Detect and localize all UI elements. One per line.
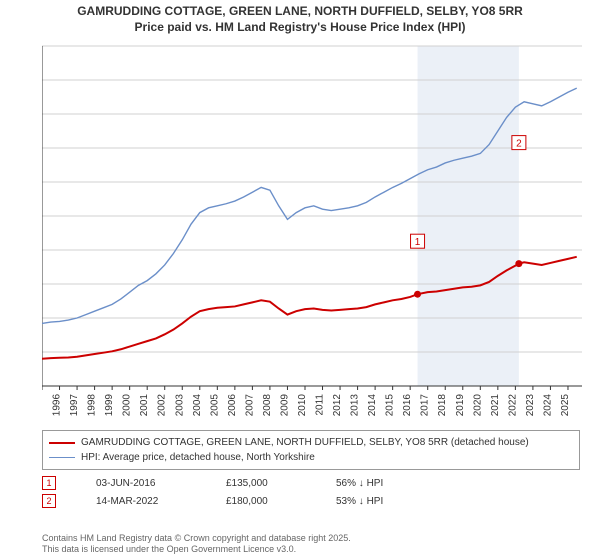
marker-badge-label-1: 1	[415, 237, 421, 248]
x-tick-label: 1997	[69, 394, 80, 417]
x-tick-label: 1999	[104, 394, 115, 417]
x-tick-label: 2012	[332, 394, 343, 417]
marker-table-date: 14-MAR-2022	[96, 496, 186, 507]
marker-point-1	[414, 291, 421, 298]
x-tick-label: 2000	[122, 394, 133, 417]
x-tick-label: 2019	[455, 394, 466, 417]
x-tick-label: 2006	[227, 394, 238, 417]
x-tick-label: 2024	[542, 394, 553, 417]
x-tick-label: 2021	[490, 394, 501, 417]
footnote: Contains HM Land Registry data © Crown c…	[42, 533, 351, 556]
chart-container: GAMRUDDING COTTAGE, GREEN LANE, NORTH DU…	[0, 0, 600, 560]
x-tick-label: 2011	[315, 394, 326, 416]
marker-table-pct: 56% ↓ HPI	[336, 478, 426, 489]
x-tick-label: 1998	[87, 394, 98, 417]
x-tick-label: 2007	[244, 394, 255, 417]
marker-table: 1 03-JUN-2016 £135,000 56% ↓ HPI 2 14-MAR-202…	[42, 472, 580, 508]
footnote-line-2: This data is licensed under the Open Gov…	[42, 544, 351, 556]
legend-label: GAMRUDDING COTTAGE, GREEN LANE, NORTH DU…	[81, 435, 529, 450]
x-tick-label: 2025	[560, 394, 571, 417]
marker-table-badge: 1	[42, 476, 56, 490]
marker-table-badge: 2	[42, 494, 56, 508]
x-tick-label: 2001	[139, 394, 150, 417]
x-tick-label: 2002	[157, 394, 168, 417]
x-tick-label: 2017	[420, 394, 431, 417]
marker-table-row: 1 03-JUN-2016 £135,000 56% ↓ HPI	[42, 476, 580, 490]
chart-area: £0£50K£100K£150K£200K£250K£300K£350K£400…	[42, 42, 588, 422]
legend-label: HPI: Average price, detached house, Nort…	[81, 450, 315, 465]
x-tick-label: 2013	[350, 394, 361, 417]
x-tick-label: 2008	[262, 394, 273, 417]
x-tick-label: 2016	[402, 394, 413, 417]
marker-table-date: 03-JUN-2016	[96, 478, 186, 489]
legend-swatch	[49, 442, 75, 444]
marker-table-price: £180,000	[226, 496, 296, 507]
marker-table-row: 2 14-MAR-2022 £180,000 53% ↓ HPI	[42, 494, 580, 508]
x-tick-label: 1995	[42, 394, 45, 417]
x-tick-label: 2003	[174, 394, 185, 417]
x-tick-label: 2009	[279, 394, 290, 417]
x-tick-label: 2018	[437, 394, 448, 417]
marker-point-2	[515, 260, 522, 267]
legend-row: GAMRUDDING COTTAGE, GREEN LANE, NORTH DU…	[49, 435, 573, 450]
legend-swatch	[49, 457, 75, 458]
title-line-1: GAMRUDDING COTTAGE, GREEN LANE, NORTH DU…	[0, 4, 600, 20]
legend-row: HPI: Average price, detached house, Nort…	[49, 450, 573, 465]
marker-badge-label-2: 2	[516, 139, 522, 150]
chart-svg: £0£50K£100K£150K£200K£250K£300K£350K£400…	[42, 42, 588, 422]
footnote-line-1: Contains HM Land Registry data © Crown c…	[42, 533, 351, 545]
title-line-2: Price paid vs. HM Land Registry's House …	[0, 20, 600, 36]
title-block: GAMRUDDING COTTAGE, GREEN LANE, NORTH DU…	[0, 0, 600, 35]
marker-table-pct: 53% ↓ HPI	[336, 496, 426, 507]
x-tick-label: 2005	[209, 394, 220, 417]
x-tick-label: 2015	[385, 394, 396, 417]
x-tick-label: 2014	[367, 394, 378, 417]
x-tick-label: 2010	[297, 394, 308, 417]
x-tick-label: 2004	[192, 394, 203, 417]
x-tick-label: 2022	[507, 394, 518, 417]
x-tick-label: 2020	[472, 394, 483, 417]
x-tick-label: 1996	[52, 394, 63, 417]
x-tick-label: 2023	[525, 394, 536, 417]
marker-table-price: £135,000	[226, 478, 296, 489]
legend-box: GAMRUDDING COTTAGE, GREEN LANE, NORTH DU…	[42, 430, 580, 470]
